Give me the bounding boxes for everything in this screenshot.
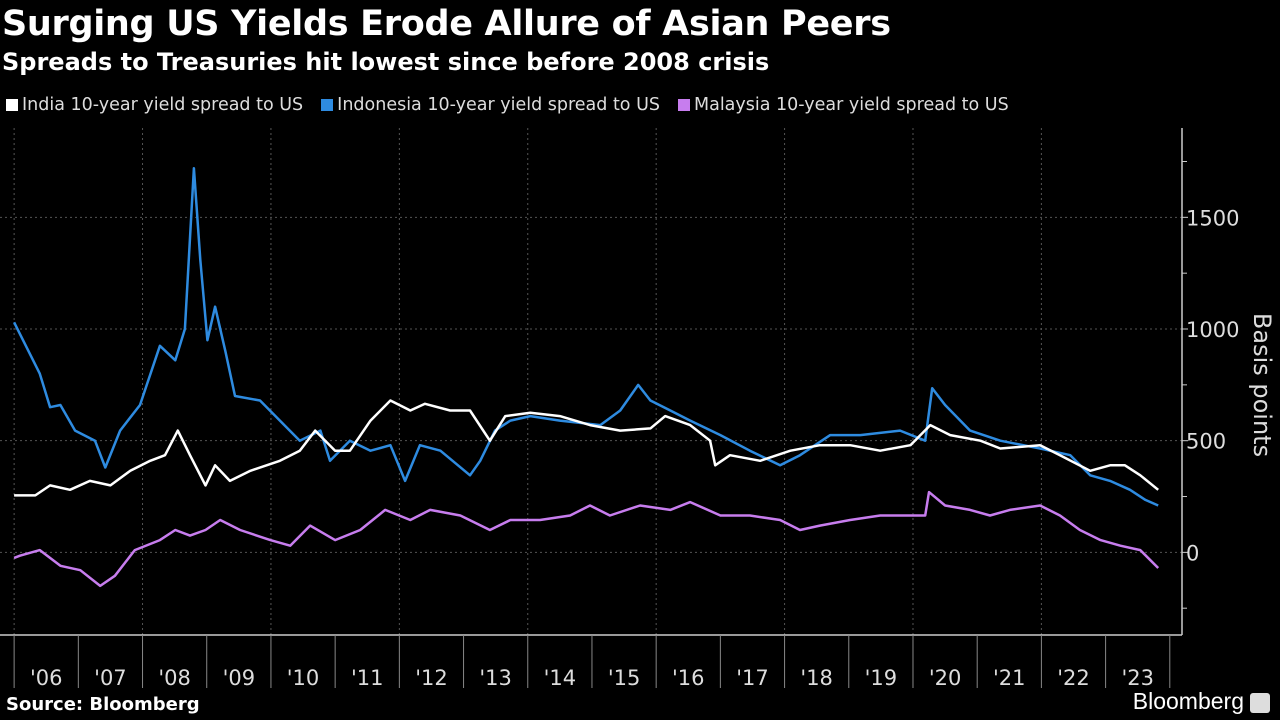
x-tick-label: '15: [608, 666, 641, 690]
x-tick-label: '23: [1121, 666, 1154, 690]
y-tick-label: 1500: [1186, 206, 1239, 230]
x-tick-label: '20: [929, 666, 962, 690]
series-line-indonesia: [12, 166, 1159, 507]
legend-swatch: [6, 99, 18, 111]
x-tick-label: '16: [672, 666, 705, 690]
bloomberg-chart-icon: [1250, 693, 1270, 713]
legend-item-india: India 10-year yield spread to US: [6, 95, 303, 115]
x-tick-label: '06: [30, 666, 63, 690]
x-tick-label: '22: [1057, 666, 1090, 690]
x-tick-label: '14: [544, 666, 577, 690]
y-tick-label: 500: [1186, 430, 1226, 454]
legend-label: Indonesia 10-year yield spread to US: [337, 95, 660, 115]
legend-item-malaysia: Malaysia 10-year yield spread to US: [678, 95, 1009, 115]
source-note: Source: Bloomberg: [6, 694, 200, 715]
legend-label: Malaysia 10-year yield spread to US: [694, 95, 1009, 115]
x-tick-label: '17: [736, 666, 769, 690]
x-tick-label: '07: [94, 666, 127, 690]
series-line-malaysia: [13, 490, 1160, 588]
legend-swatch: [321, 99, 334, 111]
legend: India 10-year yield spread to US Indones…: [6, 95, 1009, 115]
legend-item-indonesia: Indonesia 10-year yield spread to US: [321, 95, 660, 115]
x-tick-label: '12: [415, 666, 448, 690]
x-tick-label: '11: [351, 666, 384, 690]
x-tick-label: '09: [223, 666, 256, 690]
y-axis-label: Basis points: [1248, 313, 1276, 457]
chart-title: Surging US Yields Erode Allure of Asian …: [2, 4, 891, 44]
series-line-india: [14, 399, 1159, 497]
x-tick-label: '21: [993, 666, 1026, 690]
chart-subtitle: Spreads to Treasuries hit lowest since b…: [2, 48, 770, 76]
x-tick-label: '19: [865, 666, 898, 690]
x-tick-label: '18: [800, 666, 833, 690]
bloomberg-logo: Bloomberg: [1132, 688, 1244, 714]
y-tick-label: 0: [1186, 541, 1199, 565]
y-tick-label: 1000: [1186, 318, 1239, 342]
x-tick-label: '13: [479, 666, 512, 690]
x-tick-label: '10: [287, 666, 320, 690]
legend-label: India 10-year yield spread to US: [22, 95, 304, 115]
legend-swatch: [678, 99, 690, 111]
x-tick-label: '08: [158, 666, 191, 690]
